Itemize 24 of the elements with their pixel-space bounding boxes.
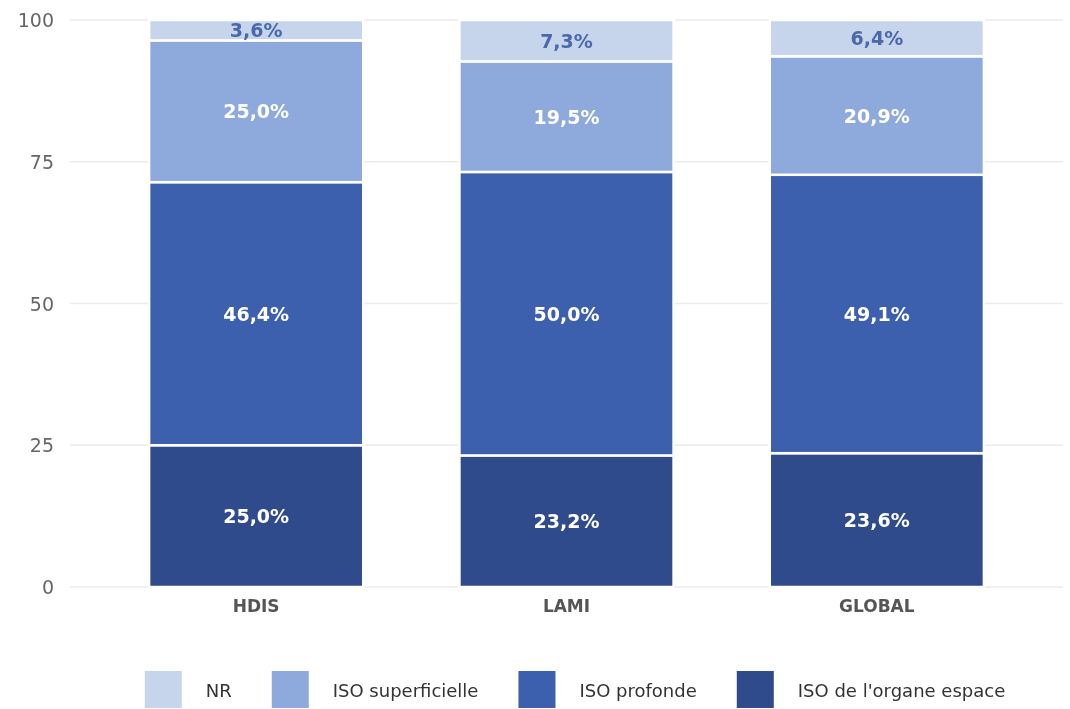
x-tick-label: HDIS (232, 596, 280, 616)
data-label: 25,0% (223, 100, 290, 123)
y-tick-label: 50 (29, 292, 54, 315)
data-label: 3,6% (229, 19, 283, 42)
y-tick-label: 100 (17, 9, 54, 31)
legend-label: ISO superficielle (332, 679, 479, 701)
data-label: 49,1% (843, 302, 910, 325)
data-label: 23,2% (533, 510, 600, 533)
legend-label: NR (205, 679, 232, 701)
legend-label: ISO profonde (579, 679, 697, 701)
data-label: 25,0% (223, 505, 290, 528)
y-tick-label: 25 (29, 434, 54, 457)
y-tick-label: 75 (29, 150, 54, 173)
data-label: 46,4% (223, 302, 290, 325)
x-tick-label: LAMI (542, 596, 591, 616)
data-label: 19,5% (533, 105, 600, 128)
x-tick-label: GLOBAL (839, 596, 915, 616)
data-label: 20,9% (843, 104, 910, 127)
data-label: 50,0% (533, 302, 600, 325)
data-label: 7,3% (540, 29, 593, 52)
y-tick-label: 0 (41, 576, 54, 598)
data-label: 6,4% (850, 27, 904, 50)
data-label: 23,6% (843, 509, 910, 532)
legend-label: ISO de l'organe espace (797, 679, 1006, 701)
